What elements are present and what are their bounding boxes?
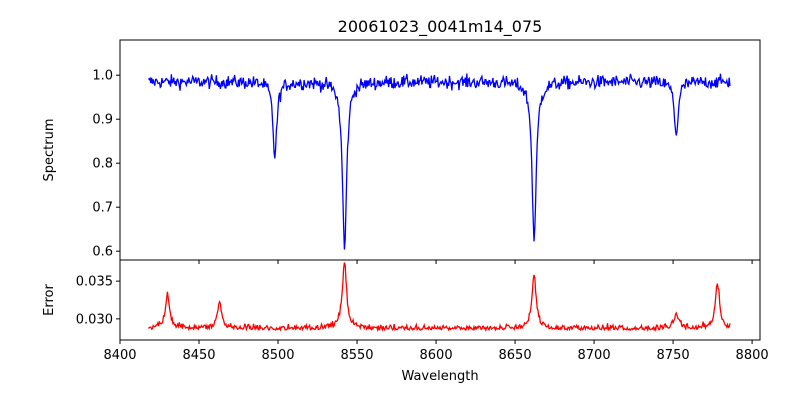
x-axis-label: Wavelength [401,369,478,384]
spectrum-y-tick-label: 0.8 [92,157,113,172]
spectrum-y-tick-label: 0.6 [92,245,113,260]
spectrum-y-axis-label: Spectrum [42,119,57,182]
chart-title: 20061023_0041m14_075 [338,17,543,37]
error-series-line [147,262,731,333]
spectrum-y-tick-label: 0.7 [92,201,113,216]
spectrum-series-line [147,73,731,250]
x-tick-label: 8750 [657,348,690,363]
error-y-axis-label: Error [42,284,57,316]
spectrum-x-ticks [119,260,753,264]
spectrum-panel: 0.6 0.7 0.8 0.9 1.0 Spectrum [42,39,761,264]
x-tick-label: 8600 [420,348,453,363]
x-tick-label: 8800 [736,348,769,363]
x-tick-label: 8700 [578,348,611,363]
x-tick-label: 8550 [340,348,373,363]
spectrum-y-tick-label: 0.9 [92,113,113,128]
x-tick-label: 8650 [499,348,532,363]
error-y-tick-label: 0.035 [76,275,113,290]
x-tick-label: 8500 [261,348,294,363]
error-y-tick-label: 0.030 [76,312,113,327]
x-tick-label: 8450 [182,348,215,363]
x-tick-label: 8400 [103,348,136,363]
spectrum-y-ticks: 0.6 0.7 0.8 0.9 1.0 [92,69,120,260]
error-x-ticks: 8400 8450 8500 8550 8600 8650 8700 8750 8800 [103,340,769,363]
error-y-ticks: 0.030 0.035 [76,275,120,327]
spectrum-axes-frame [119,39,761,261]
error-axes-frame [119,259,761,341]
spectrum-y-tick-label: 1.0 [92,69,113,84]
